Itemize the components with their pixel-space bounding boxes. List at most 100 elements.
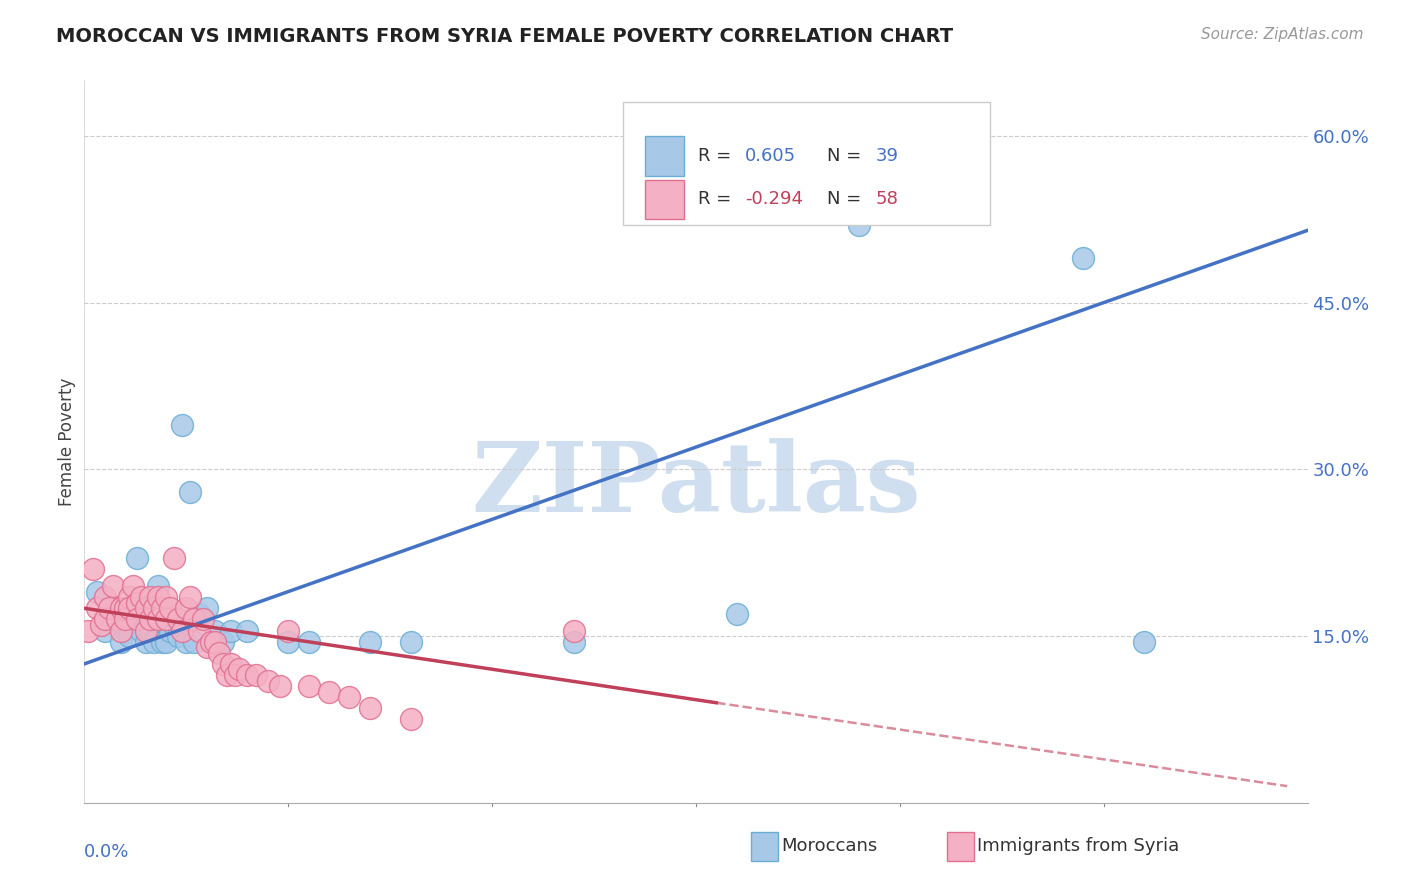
Point bbox=[86, 584, 108, 599]
Point bbox=[257, 673, 280, 688]
Text: Source: ZipAtlas.com: Source: ZipAtlas.com bbox=[1201, 27, 1364, 42]
Point bbox=[122, 607, 145, 621]
Point bbox=[142, 601, 165, 615]
Text: R =: R = bbox=[699, 147, 737, 165]
Point bbox=[118, 601, 141, 615]
Point bbox=[208, 646, 231, 660]
Point bbox=[163, 618, 186, 632]
Point bbox=[90, 618, 112, 632]
Point bbox=[150, 601, 173, 615]
Point bbox=[155, 590, 177, 604]
Point bbox=[204, 634, 226, 648]
Point bbox=[195, 601, 218, 615]
Point bbox=[212, 634, 235, 648]
Point bbox=[179, 590, 201, 604]
Text: ZIPatlas: ZIPatlas bbox=[471, 438, 921, 532]
Point bbox=[212, 657, 235, 671]
Point bbox=[179, 484, 201, 499]
Text: N =: N = bbox=[827, 191, 868, 209]
Point bbox=[269, 679, 291, 693]
Point bbox=[159, 624, 181, 638]
Point bbox=[191, 612, 214, 626]
Point bbox=[848, 218, 870, 232]
Point bbox=[77, 624, 100, 638]
Point bbox=[159, 601, 181, 615]
Point bbox=[97, 601, 120, 615]
Point bbox=[86, 601, 108, 615]
Text: -0.294: -0.294 bbox=[745, 191, 803, 209]
Text: MOROCCAN VS IMMIGRANTS FROM SYRIA FEMALE POVERTY CORRELATION CHART: MOROCCAN VS IMMIGRANTS FROM SYRIA FEMALE… bbox=[56, 27, 953, 45]
Point bbox=[187, 624, 209, 638]
Point bbox=[195, 640, 218, 655]
Point bbox=[93, 624, 115, 638]
Point bbox=[127, 596, 149, 610]
Point bbox=[167, 612, 190, 626]
Point bbox=[172, 417, 194, 432]
Point bbox=[110, 601, 132, 615]
Point bbox=[122, 579, 145, 593]
Text: Moroccans: Moroccans bbox=[782, 838, 877, 855]
Point bbox=[224, 668, 246, 682]
Point bbox=[146, 590, 169, 604]
Point bbox=[236, 624, 259, 638]
Point bbox=[219, 657, 242, 671]
Point bbox=[167, 629, 190, 643]
Point bbox=[101, 612, 124, 626]
Text: 0.0%: 0.0% bbox=[84, 843, 129, 861]
Point bbox=[725, 607, 748, 621]
Point bbox=[298, 634, 321, 648]
Point bbox=[93, 590, 115, 604]
Point bbox=[339, 690, 361, 705]
Point bbox=[135, 601, 157, 615]
Point bbox=[172, 624, 194, 638]
Point bbox=[127, 551, 149, 566]
Point bbox=[105, 601, 128, 615]
Point bbox=[82, 562, 104, 576]
Point bbox=[101, 579, 124, 593]
Point bbox=[142, 634, 165, 648]
Point bbox=[146, 579, 169, 593]
Point bbox=[399, 713, 422, 727]
Bar bbox=[644, 136, 683, 176]
Text: Immigrants from Syria: Immigrants from Syria bbox=[977, 838, 1180, 855]
Text: 0.605: 0.605 bbox=[745, 147, 796, 165]
Point bbox=[146, 612, 169, 626]
Point bbox=[359, 701, 381, 715]
Point bbox=[219, 624, 242, 638]
Point bbox=[105, 612, 128, 626]
Point bbox=[146, 590, 169, 604]
Point bbox=[163, 551, 186, 566]
Bar bbox=[751, 831, 778, 861]
Point bbox=[245, 668, 267, 682]
Point bbox=[1073, 251, 1095, 265]
Point bbox=[200, 634, 222, 648]
Point bbox=[131, 624, 153, 638]
Y-axis label: Female Poverty: Female Poverty bbox=[58, 377, 76, 506]
Point bbox=[399, 634, 422, 648]
Point bbox=[138, 590, 160, 604]
Point bbox=[174, 601, 197, 615]
Text: N =: N = bbox=[827, 147, 868, 165]
Point bbox=[114, 601, 136, 615]
Point bbox=[228, 662, 250, 676]
Text: R =: R = bbox=[699, 191, 737, 209]
Point bbox=[277, 624, 299, 638]
Bar bbox=[946, 831, 973, 861]
Point bbox=[155, 612, 177, 626]
Point bbox=[93, 612, 115, 626]
FancyBboxPatch shape bbox=[623, 102, 990, 225]
Point bbox=[138, 612, 160, 626]
Point bbox=[110, 624, 132, 638]
Point bbox=[236, 668, 259, 682]
Point bbox=[1133, 634, 1156, 648]
Point bbox=[118, 629, 141, 643]
Bar bbox=[644, 179, 683, 219]
Point bbox=[131, 590, 153, 604]
Point bbox=[114, 612, 136, 626]
Point bbox=[183, 634, 205, 648]
Point bbox=[187, 607, 209, 621]
Point bbox=[118, 590, 141, 604]
Point bbox=[204, 624, 226, 638]
Point bbox=[183, 612, 205, 626]
Point bbox=[174, 634, 197, 648]
